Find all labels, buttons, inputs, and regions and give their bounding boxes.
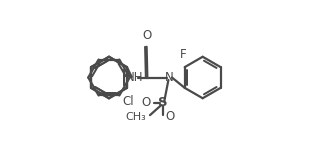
Text: O: O [142,96,151,109]
Text: O: O [143,29,152,42]
Text: Cl: Cl [122,95,133,108]
Text: O: O [165,110,175,123]
Text: F: F [180,48,186,61]
Text: CH₃: CH₃ [126,112,146,122]
Text: N: N [165,71,174,84]
Text: S: S [158,96,167,109]
Text: NH: NH [126,71,144,84]
